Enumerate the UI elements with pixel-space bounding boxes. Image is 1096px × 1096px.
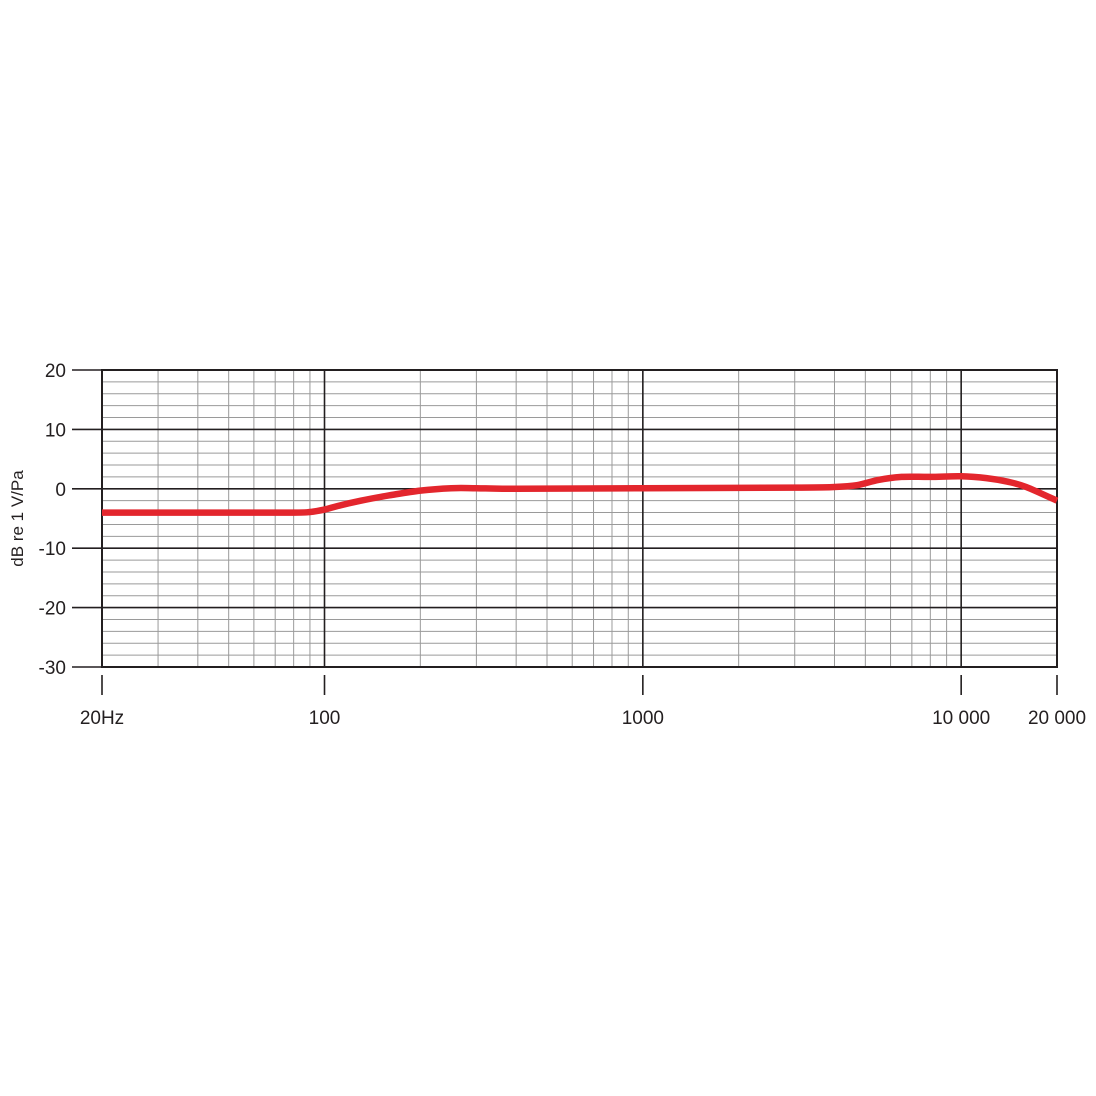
x-tick-label: 1000	[622, 708, 664, 729]
y-axis-title: dB re 1 V/Pa	[8, 470, 27, 567]
x-tick-label: 100	[309, 708, 341, 729]
series-layer	[102, 473, 1059, 516]
x-tick-label: 20Hz	[80, 708, 124, 729]
y-tick-label: -20	[39, 599, 66, 620]
y-tick-label: 10	[45, 420, 66, 441]
y-tick-label: 0	[55, 480, 66, 501]
x-tick-label: 20 000	[1028, 708, 1086, 729]
frequency-response-line	[102, 473, 1059, 516]
x-axis-ticks: 20Hz 100 1000 10 000 20 000	[80, 675, 1086, 729]
minor-grid	[102, 370, 1057, 667]
y-tick-label: -10	[39, 539, 66, 560]
y-axis-ticks: 20 10 0 -10 -20 -30	[39, 361, 102, 679]
x-tick-label: 10 000	[932, 708, 990, 729]
y-tick-label: -30	[39, 658, 66, 679]
y-tick-label: 20	[45, 361, 66, 382]
plot-frame	[101, 369, 1058, 668]
